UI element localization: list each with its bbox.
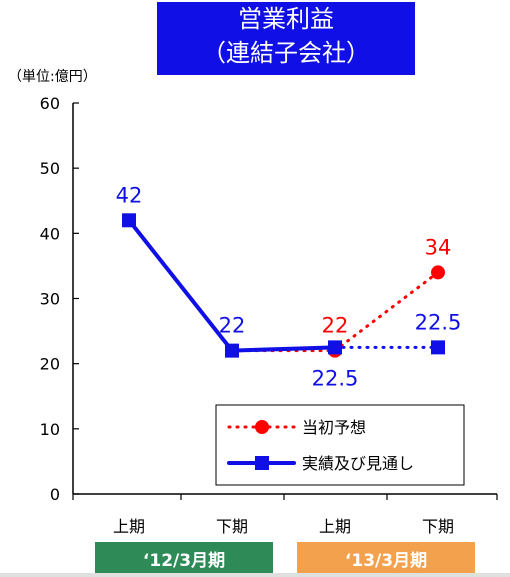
legend-label: 実績及び見通し: [302, 454, 414, 473]
x-tick-label: 下期: [216, 517, 248, 536]
initial-forecast-data-label: 34: [425, 235, 452, 259]
y-tick-label: 40: [40, 224, 60, 243]
results-point: [328, 340, 342, 355]
legend-label: 当初予想: [302, 418, 366, 437]
y-tick-label: 0: [50, 485, 60, 504]
x-tick-label: 下期: [422, 517, 454, 536]
period-group-label: ‘12/3月期: [143, 551, 225, 571]
results-point: [122, 213, 136, 228]
legend-marker: [255, 420, 269, 434]
y-tick-label: 60: [40, 94, 60, 113]
legend-marker: [255, 456, 269, 470]
results-data-label: 22.5: [312, 366, 359, 390]
period-group-label: ‘13/3月期: [345, 551, 427, 571]
results-data-label: 42: [116, 183, 143, 207]
results-point: [225, 343, 239, 358]
y-axis-unit-label: （単位:億円）: [8, 69, 97, 85]
x-tick-label: 上期: [319, 517, 351, 536]
results-point: [431, 340, 445, 355]
results-data-label: 22.5: [415, 310, 462, 334]
chart-title: 営業利益: [238, 5, 334, 33]
legend-box: [215, 404, 465, 486]
x-tick-label: 上期: [113, 517, 145, 536]
y-tick-label: 30: [40, 290, 60, 309]
chart-subtitle: （連結子会社）: [202, 39, 370, 67]
y-tick-label: 50: [40, 159, 60, 178]
chart-title-box: 営業利益 （連結子会社）: [157, 2, 415, 75]
initial-forecast-data-label: 22: [322, 314, 349, 338]
initial-forecast-line: [333, 270, 440, 353]
initial-forecast-point: [431, 265, 445, 280]
bottom-divider: [0, 573, 510, 577]
y-tick-label: 20: [40, 355, 60, 374]
period-group-box: [95, 542, 273, 575]
y-tick-label: 10: [40, 420, 60, 439]
results-data-label: 22: [219, 314, 246, 338]
period-group-box: [297, 542, 475, 575]
